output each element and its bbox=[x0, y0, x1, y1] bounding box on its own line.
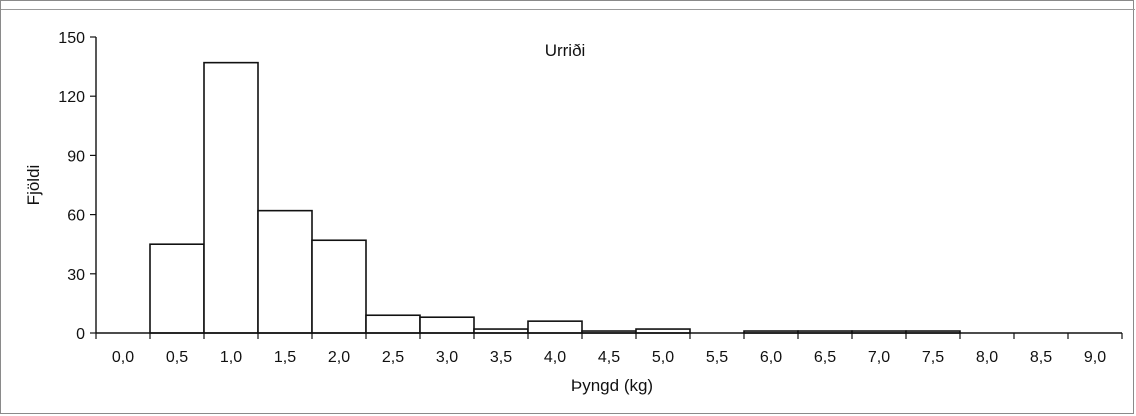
x-tick-label: 0,5 bbox=[166, 349, 188, 366]
x-tick-label: 6,0 bbox=[760, 349, 782, 366]
y-axis-label: Fjöldi bbox=[24, 165, 43, 206]
x-tick-label: 5,0 bbox=[652, 349, 674, 366]
x-tick-label: 1,0 bbox=[220, 349, 242, 366]
y-tick-label: 0 bbox=[76, 326, 85, 343]
x-tick-label: 0,0 bbox=[112, 349, 134, 366]
x-tick-label: 8,0 bbox=[976, 349, 998, 366]
x-tick-label: 3,0 bbox=[436, 349, 458, 366]
histogram-bar bbox=[257, 209, 313, 334]
histogram-bar bbox=[149, 243, 205, 334]
x-tick-label: 7,5 bbox=[922, 349, 944, 366]
x-axis-label: Þyngd (kg) bbox=[571, 376, 653, 395]
x-tick-label: 6,5 bbox=[814, 349, 836, 366]
x-tick-label: 2,0 bbox=[328, 349, 350, 366]
histogram-bar bbox=[311, 239, 367, 334]
chart-title: Urriði bbox=[545, 41, 586, 60]
frame-top-rule bbox=[1, 9, 1135, 10]
x-tick-label: 4,5 bbox=[598, 349, 620, 366]
histogram-bar bbox=[419, 316, 475, 334]
bars-group bbox=[149, 61, 961, 334]
y-tick-label: 120 bbox=[58, 89, 85, 106]
x-tick-label: 8,5 bbox=[1030, 349, 1052, 366]
x-tick-label: 9,0 bbox=[1084, 349, 1106, 366]
x-tick-label: 7,0 bbox=[868, 349, 890, 366]
histogram-bar bbox=[365, 314, 421, 334]
y-tick-label: 90 bbox=[67, 148, 85, 165]
x-tick-label: 1,5 bbox=[274, 349, 296, 366]
x-tick-label: 5,5 bbox=[706, 349, 728, 366]
histogram-bar bbox=[527, 320, 583, 334]
x-tick-label: 2,5 bbox=[382, 349, 404, 366]
histogram-bar bbox=[203, 61, 259, 334]
y-tick-label: 30 bbox=[67, 267, 85, 284]
x-tick-label: 4,0 bbox=[544, 349, 566, 366]
y-tick-label: 60 bbox=[67, 208, 85, 225]
x-tick-label: 3,5 bbox=[490, 349, 512, 366]
y-tick-label: 150 bbox=[58, 30, 85, 47]
axes-group: 0 30 60 90 120 150 0,0 0,5 1,0 1,5 2,0 2,5 3,0 3,5 4,0… bbox=[58, 30, 1123, 366]
